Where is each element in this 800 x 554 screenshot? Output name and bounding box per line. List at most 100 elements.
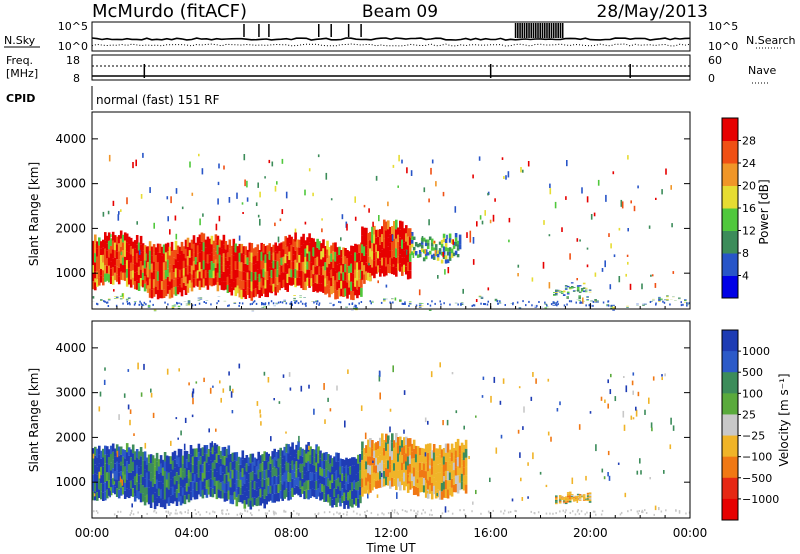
echo-cell xyxy=(330,278,333,287)
echo-cell xyxy=(236,192,238,199)
echo-cell xyxy=(383,299,386,301)
echo-cell xyxy=(131,277,135,285)
echo-cell xyxy=(424,444,428,454)
echo-cell xyxy=(349,482,352,491)
echo-cell xyxy=(612,304,615,306)
echo-cell xyxy=(301,463,304,472)
ground-scatter-cell xyxy=(680,304,683,307)
echo-cell xyxy=(432,485,436,495)
echo-cell xyxy=(661,374,663,377)
echo-cell xyxy=(215,453,219,463)
echo-cell xyxy=(399,220,402,230)
echo-cell xyxy=(110,234,112,238)
echo-cell xyxy=(164,261,168,270)
echo-cell xyxy=(434,490,438,499)
ground-scatter-cell xyxy=(572,510,574,513)
echo-cell xyxy=(416,487,420,497)
echo-cell xyxy=(106,265,109,274)
echo-cell xyxy=(232,238,236,248)
echo-cell xyxy=(517,273,519,277)
echo-cell xyxy=(262,285,265,294)
ground-scatter-cell xyxy=(447,510,450,513)
echo-cell xyxy=(580,496,584,497)
echo-cell xyxy=(141,476,145,486)
echo-cell xyxy=(200,250,204,260)
echo-cell xyxy=(166,268,170,277)
echo-cell xyxy=(399,436,402,446)
echo-cell xyxy=(392,164,395,168)
echo-cell xyxy=(131,479,135,489)
echo-cell xyxy=(389,426,391,433)
echo-cell xyxy=(351,482,354,491)
echo-cell xyxy=(165,495,169,504)
echo-cell xyxy=(163,461,167,471)
ground-scatter-cell xyxy=(429,304,432,307)
echo-cell xyxy=(377,456,380,465)
ground-scatter-cell xyxy=(169,513,171,516)
echo-cell xyxy=(188,382,190,386)
echo-cell xyxy=(157,488,161,496)
echo-cell xyxy=(332,267,335,277)
echo-cell xyxy=(363,448,366,456)
echo-cell xyxy=(418,250,422,254)
echo-cell xyxy=(310,270,313,279)
echo-cell xyxy=(266,279,269,289)
echo-cell xyxy=(379,471,382,480)
echo-cell xyxy=(233,452,237,461)
echo-cell xyxy=(104,265,107,274)
echo-cell xyxy=(328,247,331,256)
echo-cell xyxy=(177,484,181,493)
echo-cell xyxy=(209,442,213,452)
echo-cell xyxy=(305,444,308,454)
echo-cell xyxy=(294,278,297,288)
echo-cell xyxy=(264,271,267,280)
echo-cell xyxy=(270,436,272,442)
echo-cell xyxy=(234,278,238,288)
echo-cell xyxy=(113,486,117,495)
echo-cell xyxy=(150,388,152,393)
echo-cell xyxy=(447,267,450,274)
echo-cell xyxy=(450,452,454,462)
ground-scatter-cell xyxy=(460,303,462,306)
echo-cell xyxy=(189,481,193,491)
echo-cell xyxy=(564,288,568,290)
echo-cell xyxy=(217,472,221,481)
echo-cell xyxy=(187,462,191,471)
ground-scatter-cell xyxy=(187,511,189,514)
echo-cell xyxy=(275,476,278,485)
echo-cell xyxy=(208,238,212,247)
echo-cell xyxy=(133,256,137,265)
echo-cell xyxy=(462,460,466,468)
echo-cell xyxy=(418,305,422,307)
echo-cell xyxy=(96,264,99,272)
echo-cell xyxy=(263,489,266,499)
echo-cell xyxy=(283,446,286,456)
echo-cell xyxy=(182,275,186,283)
echo-cell xyxy=(476,221,478,227)
ground-scatter-cell xyxy=(563,304,566,307)
echo-cell xyxy=(236,269,240,278)
echo-cell xyxy=(139,483,143,494)
echo-cell xyxy=(562,500,566,502)
echo-cell xyxy=(191,391,194,398)
echo-cell xyxy=(440,243,444,248)
echo-cell xyxy=(212,270,216,279)
echo-cell xyxy=(127,298,131,299)
echo-cell xyxy=(440,251,444,256)
echo-cell xyxy=(225,457,229,467)
echo-cell xyxy=(119,479,123,488)
echo-cell xyxy=(329,455,332,464)
echo-cell xyxy=(313,457,316,466)
echo-cell xyxy=(275,484,278,494)
echo-cell xyxy=(446,461,450,471)
echo-cell xyxy=(341,214,344,220)
echo-cell xyxy=(172,279,176,288)
echo-cell xyxy=(311,464,314,473)
echo-cell xyxy=(153,475,157,484)
echo-cell xyxy=(357,472,360,482)
echo-cell xyxy=(399,300,402,301)
echo-cell xyxy=(363,478,366,487)
echo-cell xyxy=(117,481,121,490)
echo-cell xyxy=(292,262,295,270)
echo-cell xyxy=(217,198,219,205)
